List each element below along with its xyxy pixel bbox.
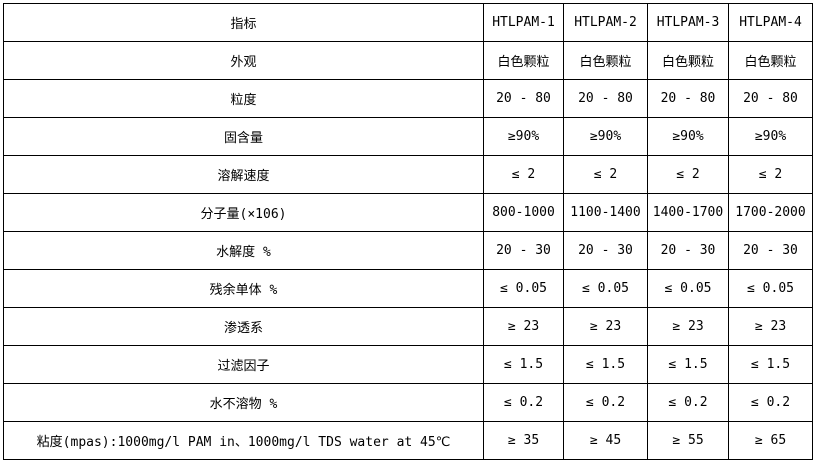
- cell-value: 白色颗粒: [483, 41, 564, 80]
- cell-value: ≤ 0.05: [563, 269, 648, 308]
- cell-value: ≤ 2: [563, 155, 648, 194]
- row-label: 溶解速度: [3, 155, 484, 194]
- row-label: 水不溶物 %: [3, 383, 484, 422]
- header-htlpam-1: HTLPAM-1: [483, 3, 564, 42]
- header-htlpam-3: HTLPAM-3: [647, 3, 729, 42]
- cell-value: ≤ 1.5: [647, 345, 729, 384]
- cell-value: ≥ 65: [728, 421, 813, 460]
- row-label: 外观: [3, 41, 484, 80]
- cell-value: ≤ 2: [647, 155, 729, 194]
- cell-value: ≤ 0.2: [483, 383, 564, 422]
- cell-value: 1700-2000: [728, 193, 813, 232]
- cell-value: ≤ 1.5: [563, 345, 648, 384]
- cell-value: 20 - 30: [483, 231, 564, 270]
- cell-value: 20 - 30: [563, 231, 648, 270]
- table-row: 分子量(×106) 800-1000 1100-1400 1400-1700 1700-…: [3, 193, 813, 232]
- header-indicator: 指标: [3, 3, 484, 42]
- cell-value: ≤ 0.05: [728, 269, 813, 308]
- cell-value: ≤ 0.2: [563, 383, 648, 422]
- table-row: 残余单体 % ≤ 0.05 ≤ 0.05 ≤ 0.05 ≤ 0.05: [3, 269, 813, 308]
- cell-value: ≤ 1.5: [483, 345, 564, 384]
- cell-value: 20 - 30: [728, 231, 813, 270]
- cell-value: ≤ 0.05: [483, 269, 564, 308]
- table-row: 外观 白色颗粒 白色颗粒 白色颗粒 白色颗粒: [3, 41, 813, 80]
- cell-value: ≤ 2: [483, 155, 564, 194]
- cell-value: 20 - 80: [563, 79, 648, 118]
- table-row: 过滤因子 ≤ 1.5 ≤ 1.5 ≤ 1.5 ≤ 1.5: [3, 345, 813, 384]
- table-row: 渗透系 ≥ 23 ≥ 23 ≥ 23 ≥ 23: [3, 307, 813, 346]
- cell-value: 20 - 80: [483, 79, 564, 118]
- spec-table: 指标 HTLPAM-1 HTLPAM-2 HTLPAM-3 HTLPAM-4 外…: [3, 3, 813, 460]
- row-label: 过滤因子: [3, 345, 484, 384]
- row-label: 粘度(mpas):1000mg/l PAM in、1000mg/l TDS wa…: [3, 421, 484, 460]
- cell-value: 1400-1700: [647, 193, 729, 232]
- cell-value: ≥ 55: [647, 421, 729, 460]
- table-row: 粘度(mpas):1000mg/l PAM in、1000mg/l TDS wa…: [3, 421, 813, 460]
- cell-value: ≥90%: [483, 117, 564, 156]
- header-row: 指标 HTLPAM-1 HTLPAM-2 HTLPAM-3 HTLPAM-4: [3, 3, 813, 42]
- table-row: 水解度 % 20 - 30 20 - 30 20 - 30 20 - 30: [3, 231, 813, 270]
- row-label: 残余单体 %: [3, 269, 484, 308]
- header-htlpam-2: HTLPAM-2: [563, 3, 648, 42]
- cell-value: ≥ 23: [728, 307, 813, 346]
- row-label: 固含量: [3, 117, 484, 156]
- row-label: 水解度 %: [3, 231, 484, 270]
- cell-value: 白色颗粒: [647, 41, 729, 80]
- row-label: 分子量(×106): [3, 193, 484, 232]
- cell-value: 20 - 80: [647, 79, 729, 118]
- cell-value: ≤ 0.05: [647, 269, 729, 308]
- cell-value: ≥ 23: [563, 307, 648, 346]
- cell-value: ≤ 2: [728, 155, 813, 194]
- cell-value: ≥ 35: [483, 421, 564, 460]
- cell-value: 800-1000: [483, 193, 564, 232]
- cell-value: 1100-1400: [563, 193, 648, 232]
- table-row: 固含量 ≥90% ≥90% ≥90% ≥90%: [3, 117, 813, 156]
- row-label: 粒度: [3, 79, 484, 118]
- cell-value: ≤ 0.2: [647, 383, 729, 422]
- table-row: 粒度 20 - 80 20 - 80 20 - 80 20 - 80: [3, 79, 813, 118]
- cell-value: ≥ 23: [647, 307, 729, 346]
- table-row: 溶解速度 ≤ 2 ≤ 2 ≤ 2 ≤ 2: [3, 155, 813, 194]
- cell-value: ≥ 23: [483, 307, 564, 346]
- cell-value: ≤ 0.2: [728, 383, 813, 422]
- header-htlpam-4: HTLPAM-4: [728, 3, 813, 42]
- row-label: 渗透系: [3, 307, 484, 346]
- table-row: 水不溶物 % ≤ 0.2 ≤ 0.2 ≤ 0.2 ≤ 0.2: [3, 383, 813, 422]
- cell-value: ≥ 45: [563, 421, 648, 460]
- cell-value: 白色颗粒: [728, 41, 813, 80]
- cell-value: ≥90%: [563, 117, 648, 156]
- table-body: 外观 白色颗粒 白色颗粒 白色颗粒 白色颗粒 粒度 20 - 80 20 - 80 20 - 8…: [3, 41, 813, 460]
- cell-value: 白色颗粒: [563, 41, 648, 80]
- cell-value: 20 - 80: [728, 79, 813, 118]
- cell-value: ≤ 1.5: [728, 345, 813, 384]
- cell-value: 20 - 30: [647, 231, 729, 270]
- cell-value: ≥90%: [728, 117, 813, 156]
- cell-value: ≥90%: [647, 117, 729, 156]
